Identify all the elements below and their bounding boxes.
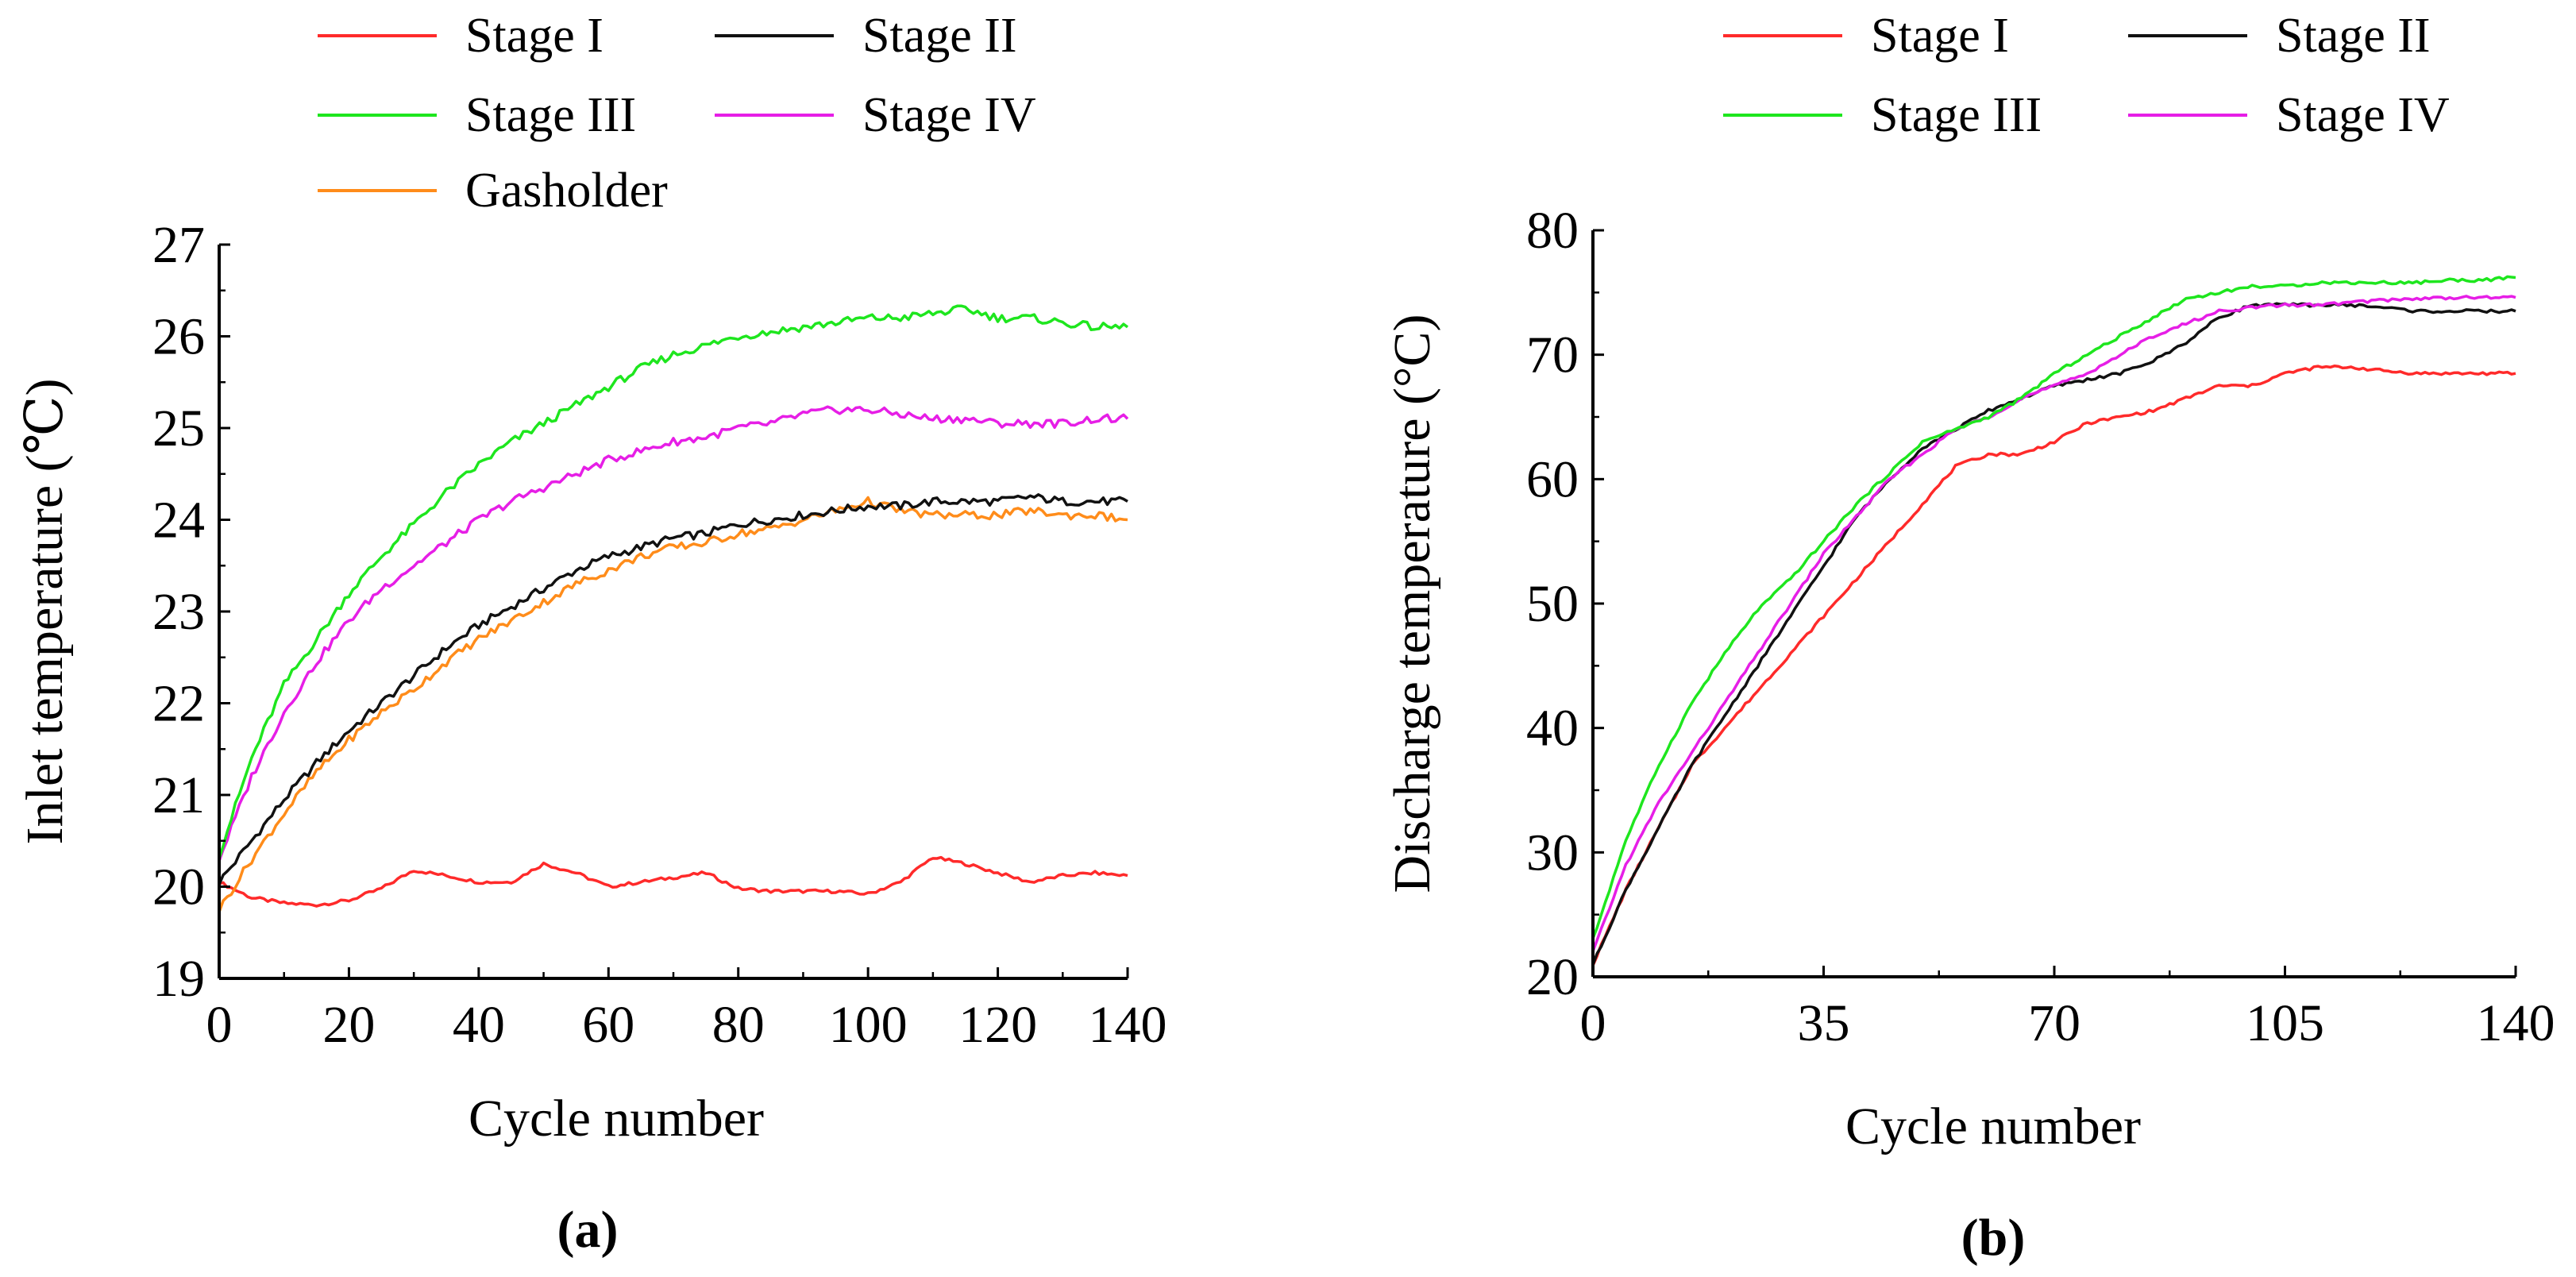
x-tick-label: 35 xyxy=(1798,994,1850,1052)
x-tick-label: 100 xyxy=(829,996,908,1054)
series-line-stage-ii xyxy=(218,493,1128,885)
x-tick-label: 60 xyxy=(582,996,634,1054)
legend-label-stage-iv: Stage IV xyxy=(2276,88,2450,142)
legend-label-stage-i: Stage I xyxy=(1871,9,2009,63)
x-tick-label: 70 xyxy=(2028,994,2080,1052)
panel-b-discharge-temperature-chart: 0 35 70 105 140 20 30 40 50 60 70 80 Cycle number Dis… xyxy=(1383,9,2555,1267)
y-tick-label: 25 xyxy=(152,399,205,457)
panel-a-inlet-temperature-chart: 0 20 40 60 80 100 120 140 19 20 21 22 23 24 25 26 27 Cycl… xyxy=(16,9,1167,1259)
legend-label-stage-iv: Stage IV xyxy=(862,88,1036,142)
x-tick-label: 105 xyxy=(2246,994,2324,1052)
legend-label-stage-i: Stage I xyxy=(465,9,604,63)
y-tick-label: 50 xyxy=(1526,575,1579,633)
x-tick-label: 80 xyxy=(712,996,765,1054)
x-axis-label: Cycle number xyxy=(1845,1098,2141,1155)
y-tick-label: 27 xyxy=(152,216,205,274)
series-line-stage-iv xyxy=(218,405,1129,862)
legend-label-stage-ii: Stage II xyxy=(2276,9,2431,63)
y-tick-label: 60 xyxy=(1526,450,1579,508)
y-axis-label: Discharge temperature (°C) xyxy=(1383,314,1441,893)
y-tick-label: 19 xyxy=(152,950,205,1008)
x-tick-label: 0 xyxy=(1580,994,1606,1052)
x-tick-label: 40 xyxy=(453,996,505,1054)
series-line-stage-i xyxy=(218,855,1128,908)
x-axis-label: Cycle number xyxy=(469,1090,764,1148)
series-line-gasholder xyxy=(218,496,1128,912)
x-tick-label: 140 xyxy=(2477,994,2555,1052)
y-tick-label: 24 xyxy=(152,492,205,550)
y-tick-label: 20 xyxy=(152,858,205,916)
x-tick-label: 20 xyxy=(322,996,375,1054)
y-tick-label: 30 xyxy=(1526,824,1579,882)
series-line-stage-ii xyxy=(1591,302,2516,966)
x-tick-label: 120 xyxy=(958,996,1037,1054)
y-tick-label: 22 xyxy=(152,675,205,733)
series-line-stage-iii xyxy=(1591,275,2516,939)
x-tick-label: 0 xyxy=(206,996,233,1054)
y-tick-label: 21 xyxy=(152,766,205,824)
legend-label-stage-iii: Stage III xyxy=(1871,88,2042,142)
panel-caption: (a) xyxy=(557,1201,619,1259)
panel-caption: (b) xyxy=(1961,1209,2026,1267)
series-line-stage-i xyxy=(1591,365,2516,966)
series-line-stage-iv xyxy=(1591,295,2516,952)
series-line-stage-iii xyxy=(218,304,1129,859)
legend-label-stage-iii: Stage III xyxy=(465,88,636,142)
x-tick-label: 140 xyxy=(1089,996,1167,1054)
y-tick-label: 80 xyxy=(1526,202,1579,260)
legend-label-stage-ii: Stage II xyxy=(862,9,1017,63)
y-tick-label: 70 xyxy=(1526,326,1579,384)
legend-label-gasholder: Gasholder xyxy=(465,164,668,218)
y-tick-label: 20 xyxy=(1526,948,1579,1006)
y-tick-label: 26 xyxy=(152,308,205,366)
y-tick-label: 23 xyxy=(152,583,205,641)
y-tick-label: 40 xyxy=(1526,700,1579,758)
y-axis-label: Inlet temperature (℃) xyxy=(16,379,74,845)
